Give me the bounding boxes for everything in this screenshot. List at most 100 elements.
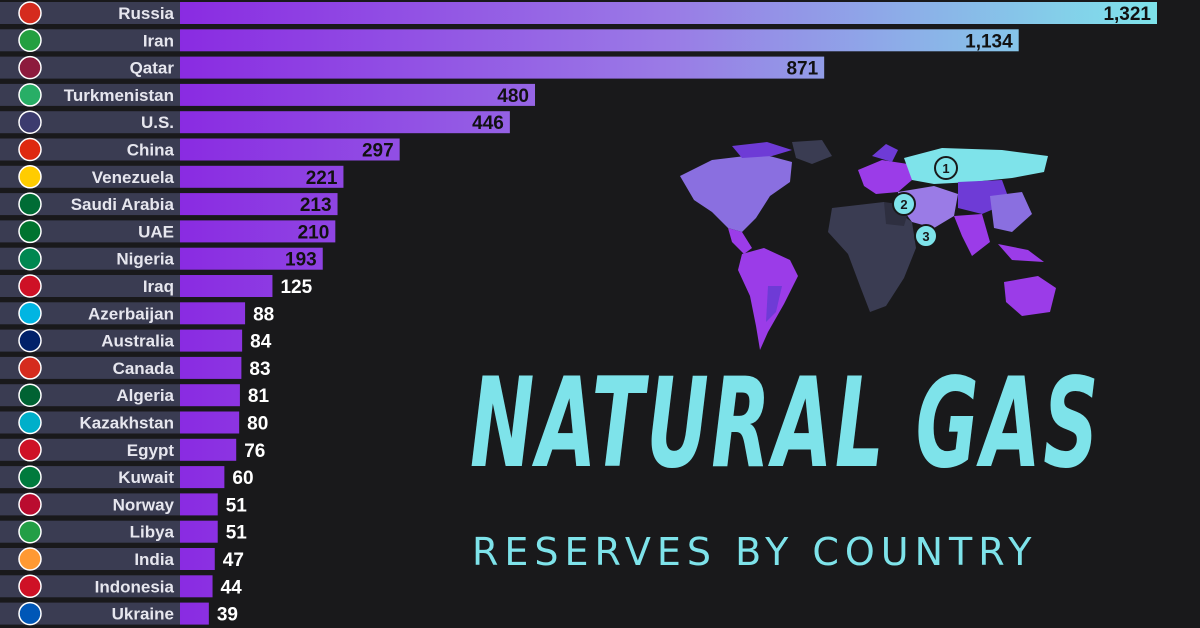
flag-icon bbox=[18, 438, 42, 462]
bar bbox=[180, 575, 213, 598]
value-label: 88 bbox=[253, 304, 274, 325]
bar-row: Kuwait 60 bbox=[0, 465, 254, 489]
bar bbox=[180, 384, 240, 407]
category-label: Australia bbox=[101, 332, 174, 351]
bar bbox=[180, 83, 536, 106]
flag-icon bbox=[18, 219, 42, 244]
bar-row: Turkmenistan 480 bbox=[0, 83, 536, 107]
value-label: 51 bbox=[226, 495, 248, 516]
category-label: China bbox=[127, 141, 175, 160]
bar bbox=[180, 220, 336, 243]
value-label: 193 bbox=[285, 250, 317, 271]
value-label: 47 bbox=[223, 550, 244, 571]
category-label: Kuwait bbox=[118, 468, 174, 487]
row-label-band bbox=[0, 548, 180, 570]
value-label: 60 bbox=[232, 468, 253, 489]
flag-icon bbox=[18, 28, 42, 53]
category-label: Indonesia bbox=[95, 577, 175, 596]
value-label: 51 bbox=[226, 523, 248, 544]
value-label: 83 bbox=[249, 359, 270, 380]
bar bbox=[180, 111, 510, 134]
bar-row: Qatar 871 bbox=[0, 55, 825, 80]
bar bbox=[180, 438, 237, 461]
category-label: UAE bbox=[138, 222, 174, 241]
row-label-band bbox=[0, 466, 180, 489]
flag-icon bbox=[18, 246, 42, 271]
bar-row: Nigeria 193 bbox=[0, 246, 323, 271]
map-marker-2: 2 bbox=[892, 192, 916, 216]
value-label: 81 bbox=[248, 386, 270, 407]
bar bbox=[180, 548, 215, 570]
row-label-band bbox=[0, 56, 180, 79]
flag-icon bbox=[18, 383, 42, 407]
row-label-band bbox=[0, 2, 180, 24]
bar-row: Libya 51 bbox=[0, 519, 248, 544]
value-label: 125 bbox=[280, 277, 312, 298]
row-label-band bbox=[0, 302, 180, 325]
bar-row: Canada 83 bbox=[0, 356, 271, 380]
flag-icon bbox=[18, 192, 42, 216]
row-label-band bbox=[0, 220, 180, 243]
svg-text:1: 1 bbox=[942, 161, 949, 176]
world-map-graphic: 1 2 3 bbox=[680, 140, 1056, 350]
bar bbox=[180, 247, 323, 270]
page-title: NATURAL GAS bbox=[470, 352, 1102, 496]
svg-text:3: 3 bbox=[922, 229, 929, 244]
bar bbox=[180, 138, 400, 161]
bar bbox=[180, 56, 825, 79]
flag-icon bbox=[18, 356, 42, 380]
bar bbox=[180, 520, 218, 543]
row-label-band bbox=[0, 575, 180, 598]
value-label: 84 bbox=[250, 332, 272, 353]
bar-row: Iraq 125 bbox=[0, 274, 313, 298]
world-map: 1 2 3 bbox=[672, 136, 1072, 361]
category-label: Algeria bbox=[116, 386, 174, 405]
row-label-band bbox=[0, 247, 180, 270]
bar-row: Ukraine 39 bbox=[0, 601, 238, 626]
bar bbox=[180, 302, 246, 325]
bar bbox=[180, 275, 273, 297]
value-label: 221 bbox=[306, 168, 338, 189]
flag-icon bbox=[18, 574, 42, 599]
flag-icon bbox=[18, 83, 42, 107]
row-label-band bbox=[0, 138, 180, 161]
category-label: India bbox=[134, 550, 174, 569]
value-label: 80 bbox=[247, 414, 268, 435]
category-label: Iran bbox=[143, 31, 174, 50]
bar bbox=[180, 356, 242, 379]
bar-row: Iran 1,134 bbox=[0, 28, 1019, 53]
flag-icon bbox=[18, 110, 42, 134]
category-label: Norway bbox=[113, 495, 175, 514]
flag-icon bbox=[18, 519, 42, 544]
bar bbox=[180, 493, 218, 516]
bar-row: Egypt 76 bbox=[0, 438, 265, 462]
category-label: Turkmenistan bbox=[64, 86, 174, 105]
category-label: U.S. bbox=[141, 113, 174, 132]
bar-row: Norway 51 bbox=[0, 492, 248, 517]
flag-icon bbox=[18, 274, 42, 298]
row-label-band bbox=[0, 438, 180, 461]
flag-icon bbox=[18, 465, 42, 489]
bar-row: UAE 210 bbox=[0, 219, 336, 244]
bar-row: Algeria 81 bbox=[0, 383, 270, 407]
category-label: Libya bbox=[130, 523, 175, 542]
flag-icon bbox=[18, 1, 42, 25]
flag-icon bbox=[18, 301, 42, 326]
category-label: Saudi Arabia bbox=[71, 195, 175, 214]
page-subtitle: RESERVES BY COUNTRY bbox=[472, 530, 1038, 574]
category-label: Egypt bbox=[127, 441, 175, 460]
category-label: Nigeria bbox=[116, 250, 174, 269]
bar bbox=[180, 2, 1157, 24]
flag-icon bbox=[18, 410, 42, 435]
category-label: Iraq bbox=[143, 277, 174, 296]
bar bbox=[180, 165, 344, 188]
value-label: 39 bbox=[217, 605, 238, 626]
svg-text:2: 2 bbox=[900, 197, 907, 212]
bar-row: China 297 bbox=[0, 137, 400, 162]
value-label: 76 bbox=[244, 441, 265, 462]
bar-row: Azerbaijan 88 bbox=[0, 301, 274, 326]
row-label-band bbox=[0, 602, 180, 625]
row-label-band bbox=[0, 275, 180, 297]
map-marker-1: 1 bbox=[934, 156, 958, 180]
flag-icon bbox=[18, 492, 42, 517]
